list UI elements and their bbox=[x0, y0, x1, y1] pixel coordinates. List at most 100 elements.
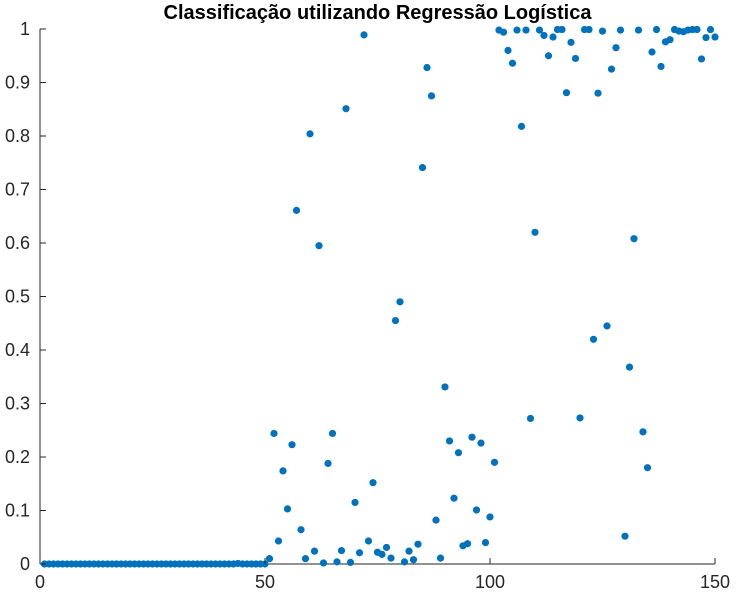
data-point bbox=[562, 89, 571, 97]
y-tick-label: 1 bbox=[20, 19, 30, 39]
data-point bbox=[337, 547, 346, 555]
data-point bbox=[297, 526, 305, 534]
data-point bbox=[481, 539, 490, 547]
y-tick-label: 0.2 bbox=[5, 447, 30, 467]
y-tick-label: 0.3 bbox=[5, 394, 30, 414]
data-point bbox=[711, 33, 719, 41]
data-point bbox=[351, 498, 359, 507]
data-point bbox=[369, 479, 377, 487]
data-point bbox=[432, 516, 440, 524]
data-point bbox=[265, 555, 274, 563]
y-tick-label: 0.5 bbox=[5, 287, 30, 307]
data-point bbox=[279, 467, 287, 475]
data-point bbox=[702, 33, 710, 42]
data-point bbox=[472, 506, 481, 514]
axes bbox=[39, 29, 715, 565]
data-point bbox=[391, 316, 400, 325]
x-tick-label: 0 bbox=[35, 572, 45, 592]
data-point bbox=[274, 537, 283, 545]
y-tick-label: 0.8 bbox=[5, 126, 30, 146]
data-point bbox=[652, 25, 661, 34]
data-point bbox=[409, 556, 418, 564]
data-point bbox=[468, 433, 476, 441]
data-point bbox=[333, 558, 341, 566]
data-point bbox=[454, 449, 463, 457]
data-point bbox=[616, 26, 625, 34]
data-point bbox=[490, 458, 499, 466]
data-point bbox=[657, 62, 665, 71]
data-point bbox=[549, 33, 557, 41]
data-point bbox=[328, 429, 337, 438]
y-tick-label: 0.1 bbox=[5, 501, 30, 521]
data-point bbox=[360, 31, 368, 39]
data-point bbox=[603, 322, 611, 330]
data-point bbox=[396, 298, 404, 306]
y-tick-label: 0 bbox=[20, 554, 30, 574]
x-tick-label: 50 bbox=[255, 572, 275, 592]
data-point bbox=[612, 44, 620, 52]
data-point bbox=[634, 26, 643, 34]
data-point bbox=[292, 206, 301, 214]
data-point bbox=[630, 235, 638, 243]
data-point bbox=[522, 26, 530, 34]
x-axis-ticks: 0 50 100 150 bbox=[35, 558, 730, 592]
data-point bbox=[526, 414, 535, 423]
y-axis-ticks: 0 0.1 0.2 0.3 0.4 0.5 0.6 0.7 0.8 0.9 1 bbox=[5, 19, 46, 574]
data-point bbox=[387, 554, 395, 562]
y-tick-label: 0.7 bbox=[5, 180, 30, 200]
data-point bbox=[643, 464, 652, 472]
data-point bbox=[301, 555, 310, 563]
data-point bbox=[355, 549, 364, 557]
data-point bbox=[504, 46, 512, 55]
data-point bbox=[270, 429, 278, 438]
data-point bbox=[477, 439, 485, 447]
data-point bbox=[414, 540, 422, 548]
data-point bbox=[436, 554, 445, 562]
data-point bbox=[693, 25, 701, 34]
data-point bbox=[639, 428, 647, 436]
x-tick-label: 150 bbox=[700, 572, 730, 592]
data-point bbox=[706, 25, 715, 34]
data-point bbox=[310, 547, 319, 555]
data-point bbox=[544, 52, 553, 60]
data-point bbox=[576, 414, 584, 422]
data-points bbox=[40, 25, 719, 568]
data-point bbox=[423, 63, 431, 72]
data-point bbox=[445, 437, 454, 445]
data-point bbox=[666, 36, 674, 44]
data-point bbox=[364, 537, 373, 545]
data-point bbox=[648, 48, 656, 56]
x-tick-label: 100 bbox=[475, 572, 505, 592]
y-tick-label: 0.4 bbox=[5, 340, 30, 360]
data-point bbox=[418, 163, 427, 172]
data-point bbox=[427, 92, 436, 100]
data-point bbox=[607, 65, 616, 73]
data-point bbox=[400, 558, 409, 566]
data-point bbox=[535, 26, 544, 34]
data-point bbox=[382, 543, 391, 552]
data-point bbox=[346, 558, 355, 566]
data-point bbox=[567, 38, 575, 46]
data-point bbox=[625, 363, 634, 371]
data-point bbox=[589, 335, 598, 343]
data-point bbox=[319, 559, 328, 567]
y-tick-label: 0.9 bbox=[5, 73, 30, 93]
data-point bbox=[594, 89, 602, 97]
data-point bbox=[585, 25, 593, 34]
data-point bbox=[315, 242, 323, 250]
data-point bbox=[558, 25, 566, 34]
data-point bbox=[571, 54, 580, 63]
chart-title: Classificação utilizando Regressão Logís… bbox=[163, 2, 592, 24]
data-point bbox=[283, 505, 292, 513]
data-point bbox=[499, 28, 508, 36]
y-tick-label: 0.6 bbox=[5, 233, 30, 253]
data-point bbox=[621, 532, 629, 540]
data-point bbox=[378, 550, 386, 558]
data-point bbox=[531, 228, 539, 236]
data-point bbox=[288, 441, 296, 449]
data-point bbox=[486, 513, 494, 521]
data-point bbox=[697, 55, 706, 63]
data-point bbox=[342, 105, 350, 113]
data-point bbox=[324, 459, 332, 468]
data-point bbox=[306, 130, 314, 138]
